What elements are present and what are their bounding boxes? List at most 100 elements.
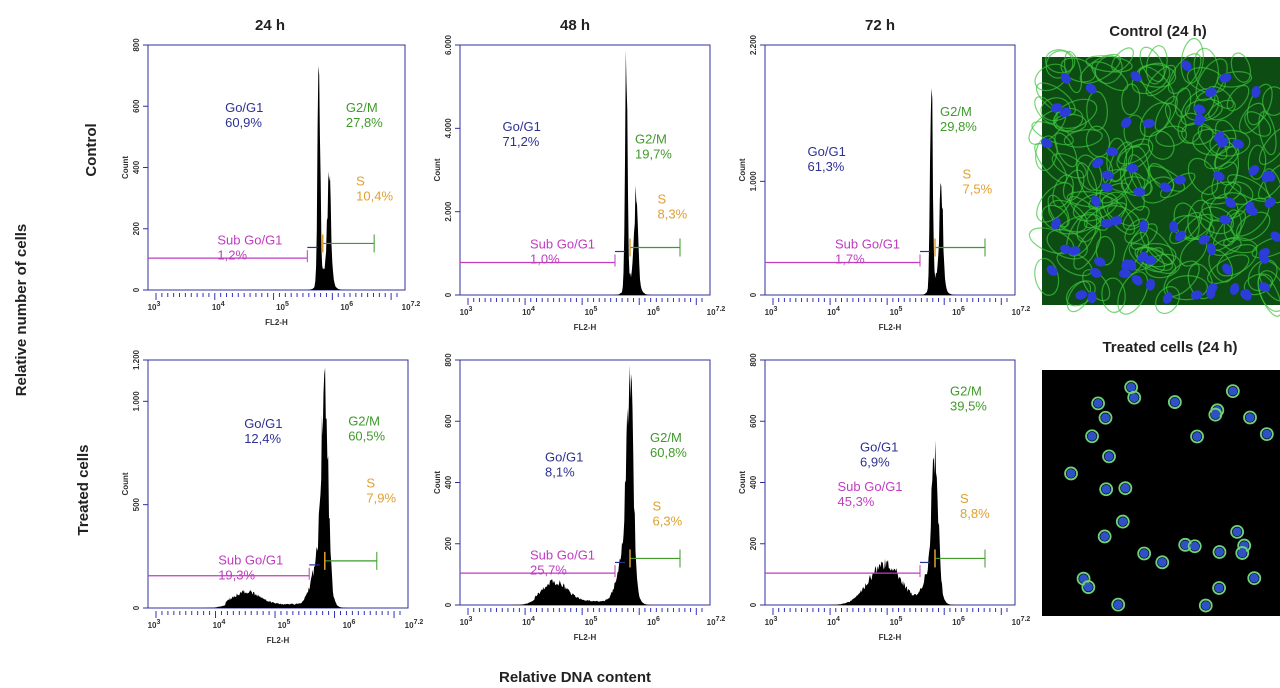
x-tick-label: 105 <box>585 616 598 627</box>
x-tick-label: 104 <box>213 619 226 630</box>
cytoskeleton <box>1139 46 1165 83</box>
phase-name: G2/M <box>635 131 667 146</box>
phase-percent: 45,3% <box>838 494 875 509</box>
tick-exp: 3 <box>157 619 161 626</box>
cytoskeleton <box>1155 286 1180 315</box>
cell-membrane <box>1225 384 1240 399</box>
nucleus <box>1206 243 1216 256</box>
histogram <box>765 440 1015 605</box>
cell-nucleus <box>1214 583 1224 593</box>
cytoskeleton <box>1060 57 1096 83</box>
histogram <box>460 50 710 295</box>
phase-percent: 29,8% <box>940 119 977 134</box>
x-tick-label: 103 <box>148 619 161 630</box>
cytoskeleton <box>1141 176 1175 204</box>
tick-exp: 7.2 <box>716 306 726 313</box>
tick-base: 10 <box>952 618 961 627</box>
phase-percent: 19,7% <box>635 146 672 161</box>
x-axis-label: FL2-H <box>265 318 288 327</box>
cytoskeleton <box>1192 128 1231 156</box>
cell-nucleus <box>1104 451 1114 461</box>
cell-membrane <box>1081 580 1096 594</box>
tick-exp: 5 <box>899 616 903 623</box>
x-tick-label: 106 <box>647 306 660 317</box>
tick-exp: 5 <box>594 306 598 313</box>
nucleus <box>1214 131 1225 143</box>
cytoskeleton <box>1258 111 1277 156</box>
x-tick-label: 104 <box>827 616 840 627</box>
cytoskeleton <box>1095 191 1128 225</box>
y-tick-label: 200 <box>444 537 453 551</box>
cytoskeleton <box>1207 85 1234 110</box>
x-axis-label: FL2-H <box>574 323 597 332</box>
row-title: Treated cells <box>75 445 92 536</box>
phase-percent: 8,1% <box>545 464 575 479</box>
x-tick-label: 107.2 <box>402 301 421 312</box>
tick-base: 10 <box>647 618 656 627</box>
nucleus <box>1060 72 1071 84</box>
nucleus <box>1110 216 1123 226</box>
cytoskeleton <box>1065 280 1096 307</box>
cytoskeleton <box>1082 269 1111 302</box>
cell-nucleus <box>1190 541 1200 551</box>
plot-frame <box>764 44 1016 296</box>
phase-percent: 25,7% <box>530 562 567 577</box>
cell-membrane <box>1085 429 1099 444</box>
y-tick-label: 500 <box>132 497 141 511</box>
column-title: 72 h <box>865 17 895 34</box>
tick-exp: 7.2 <box>414 619 424 626</box>
tick-exp: 5 <box>285 301 289 308</box>
cytoskeleton <box>1247 259 1278 292</box>
tick-exp: 6 <box>656 306 660 313</box>
cytoskeleton <box>1155 125 1188 147</box>
cytoskeleton <box>1230 52 1252 83</box>
tick-base: 10 <box>405 621 414 630</box>
cell-nucleus <box>1120 483 1130 493</box>
x-tick-label: 103 <box>460 616 473 627</box>
y-tick-label: 0 <box>132 287 141 292</box>
y-axis-title: Relative number of cells <box>13 224 30 397</box>
phase-percent: 60,8% <box>650 445 687 460</box>
nucleus <box>1174 175 1187 185</box>
cytoskeleton <box>1165 275 1208 301</box>
nucleus <box>1068 246 1081 256</box>
phase-name: Go/G1 <box>860 440 898 455</box>
phase-percent: 10,4% <box>356 189 393 204</box>
x-tick-label: 106 <box>952 616 965 627</box>
cell-nucleus <box>1118 517 1128 527</box>
y-tick-label: 1.200 <box>132 349 141 370</box>
y-axis-label: Count <box>121 472 130 495</box>
cell-membrane <box>1155 555 1170 570</box>
phase-name: Go/G1 <box>225 100 263 115</box>
cytoskeleton <box>1258 126 1280 165</box>
cytoskeleton <box>1226 84 1250 112</box>
phase-name: G2/M <box>950 383 982 398</box>
nucleus <box>1194 115 1206 126</box>
cell-nucleus <box>1157 557 1167 567</box>
cytoskeleton <box>1123 114 1146 148</box>
cytoskeleton <box>1145 64 1177 97</box>
phase-name: S <box>653 498 662 513</box>
cytoskeleton <box>1095 235 1116 266</box>
phase-percent: 8,3% <box>658 206 688 221</box>
cytoskeleton <box>1130 223 1158 251</box>
phase-name: Sub Go/G1 <box>218 552 283 567</box>
cell-membrane <box>1235 546 1250 560</box>
tick-exp: 7.2 <box>716 616 726 623</box>
x-tick-label: 104 <box>522 306 535 317</box>
nucleus <box>1051 218 1061 230</box>
y-tick-label: 400 <box>444 475 453 489</box>
nucleus <box>1139 220 1149 233</box>
x-tick-label: 105 <box>890 616 903 627</box>
tick-exp: 4 <box>222 619 226 626</box>
cell-nucleus <box>1101 484 1111 494</box>
y-tick-label: 200 <box>132 222 141 236</box>
cytoskeleton <box>1247 144 1267 180</box>
tick-exp: 4 <box>531 616 535 623</box>
cytoskeleton <box>1147 130 1175 160</box>
nucleus <box>1240 289 1252 301</box>
cell-membrane <box>1091 396 1105 411</box>
cell-nucleus <box>1126 382 1136 392</box>
tick-base: 10 <box>213 621 222 630</box>
